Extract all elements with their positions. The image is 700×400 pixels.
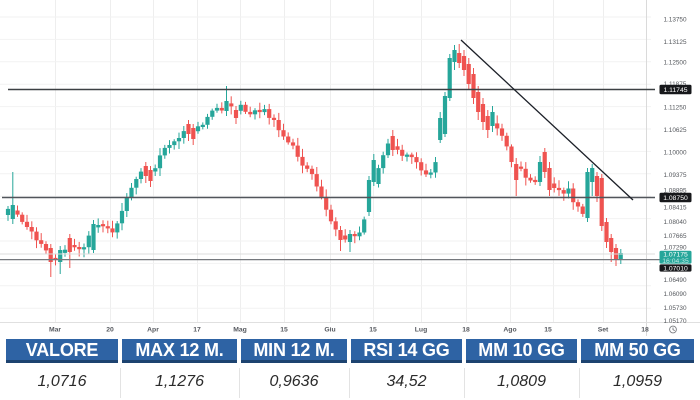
svg-text:1.08895: 1.08895: [663, 187, 687, 194]
svg-text:1.11250: 1.11250: [664, 104, 687, 111]
svg-text:Giu: Giu: [324, 327, 335, 334]
svg-text:1.08750: 1.08750: [663, 195, 688, 202]
svg-text:Ago: Ago: [503, 327, 516, 334]
svg-text:1.07175: 1.07175: [663, 251, 688, 258]
svg-text:1.10625: 1.10625: [663, 127, 687, 134]
svg-text:Mar: Mar: [49, 327, 61, 334]
svg-text:1.05170: 1.05170: [663, 318, 687, 325]
svg-text:17: 17: [193, 327, 201, 334]
svg-text:15: 15: [280, 327, 288, 334]
svg-text:1.08040: 1.08040: [663, 219, 687, 226]
svg-text:1.11875: 1.11875: [664, 81, 687, 88]
svg-text:20: 20: [106, 327, 114, 334]
svg-text:1.09375: 1.09375: [663, 172, 687, 179]
svg-text:18: 18: [641, 327, 649, 334]
svg-text:Set: Set: [598, 327, 609, 334]
svg-text:1.12500: 1.12500: [663, 59, 687, 66]
svg-text:1.13125: 1.13125: [663, 39, 687, 46]
svg-text:1.08415: 1.08415: [663, 204, 687, 211]
svg-text:Apr: Apr: [147, 327, 159, 334]
svg-text:Lug: Lug: [415, 327, 427, 334]
svg-text:1.10000: 1.10000: [663, 149, 687, 156]
svg-text:1.06490: 1.06490: [663, 277, 687, 284]
svg-text:18: 18: [462, 327, 470, 334]
svg-text:Mag: Mag: [233, 327, 247, 334]
svg-text:16:04:35: 16:04:35: [662, 258, 689, 265]
svg-text:1.07010: 1.07010: [663, 265, 688, 272]
svg-text:15: 15: [369, 327, 377, 334]
svg-text:1.07665: 1.07665: [663, 233, 687, 240]
svg-text:1.11745: 1.11745: [663, 87, 687, 94]
svg-text:1.05730: 1.05730: [663, 305, 687, 312]
svg-text:15: 15: [544, 327, 552, 334]
svg-text:1.06090: 1.06090: [663, 291, 687, 298]
svg-text:1.07290: 1.07290: [663, 244, 687, 251]
svg-text:1.13750: 1.13750: [663, 16, 687, 23]
